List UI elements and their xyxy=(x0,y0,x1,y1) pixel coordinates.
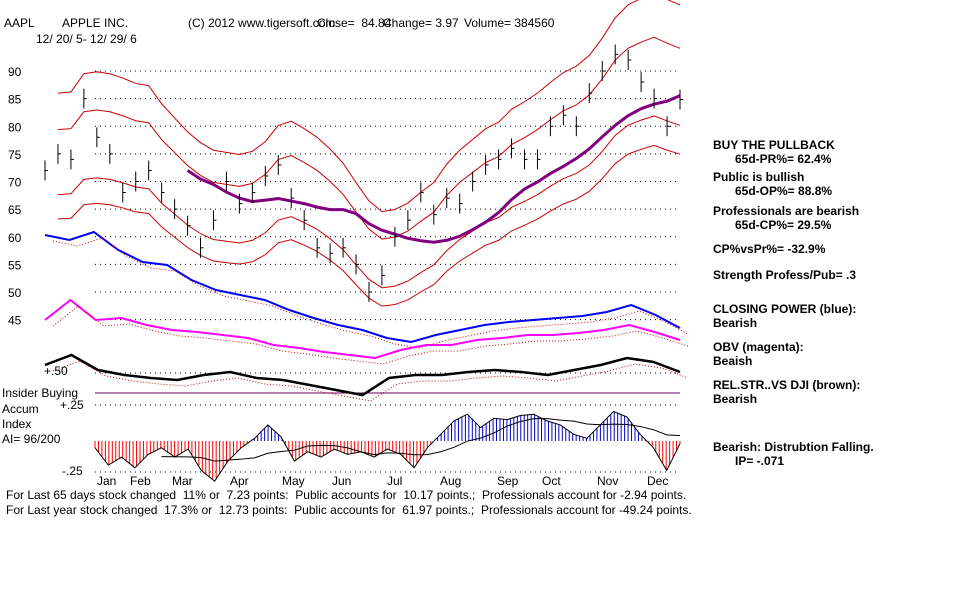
closing-power-line-ma xyxy=(52,237,689,349)
close-value: Close= 84.84 xyxy=(317,16,392,30)
x-tick-label: Aug xyxy=(440,474,461,488)
moving-average-line xyxy=(186,94,681,244)
y-tick-label: 45 xyxy=(8,314,22,328)
x-tick-label: Mar xyxy=(172,474,193,488)
panel-value: 65d-PR%= 62.4% xyxy=(735,152,832,166)
x-tick-label: Jun xyxy=(332,474,351,488)
panel-value: 65d-CP%= 29.5% xyxy=(735,218,832,232)
footer-line-65d: For Last 65 days stock changed 11% or 7.… xyxy=(6,488,687,502)
panel-value: IP= -.071 xyxy=(735,454,785,468)
panel-title: Bearish: Distrubtion Falling. xyxy=(713,440,874,454)
panel-title: REL.STR..VS DJI (brown): xyxy=(713,378,861,392)
panel-value: Bearish xyxy=(713,392,758,406)
rs-tick: +.50 xyxy=(44,364,68,378)
date-range: 12/ 20/ 5- 12/ 29/ 6 xyxy=(36,32,137,46)
insider-label: Insider Buying xyxy=(2,386,79,400)
y-tick-label: 65 xyxy=(8,203,22,217)
panel-value: Beaish xyxy=(713,354,753,368)
x-tick-label: Jul xyxy=(387,474,402,488)
copyright: (C) 2012 www.tigersoft.com xyxy=(188,16,336,30)
panel-title: CLOSING POWER (blue): xyxy=(713,302,857,316)
obv-line-ma xyxy=(52,305,689,365)
accum-plus-tick: +.25 xyxy=(60,398,84,412)
y-tick-label: 50 xyxy=(8,286,22,300)
ticker: AAPL xyxy=(4,16,35,30)
x-tick-label: Apr xyxy=(230,474,249,488)
x-tick-label: May xyxy=(282,474,305,488)
obv-line xyxy=(44,298,681,360)
panel-title: CP%vsPr%= -32.9% xyxy=(713,242,826,256)
lower-band xyxy=(57,115,681,289)
x-tick-label: Dec xyxy=(647,474,668,488)
accum-minus-tick: -.25 xyxy=(62,464,83,478)
index-label: Index xyxy=(2,417,32,431)
panel-title: Public is bullish xyxy=(713,170,805,184)
y-tick-label: 85 xyxy=(8,93,22,107)
y-tick-label: 75 xyxy=(8,148,22,162)
x-tick-label: Jan xyxy=(97,474,116,488)
accum-outline xyxy=(94,410,681,482)
panel-value: Bearish xyxy=(713,316,758,330)
panel-title: Professionals are bearish xyxy=(713,204,860,218)
y-tick-label: 90 xyxy=(8,65,22,79)
x-tick-label: Sep xyxy=(497,474,519,488)
upper-band xyxy=(57,36,681,240)
volume-value: Volume= 384560 xyxy=(464,16,555,30)
upper-band-outer xyxy=(57,0,681,213)
change-value: Change= 3.97 xyxy=(383,16,459,30)
ai-label: AI= 96/200 xyxy=(2,432,61,446)
company-name: APPLE INC. xyxy=(62,16,129,30)
x-tick-label: Oct xyxy=(542,474,561,488)
y-tick-label: 55 xyxy=(8,258,22,272)
accum-label: Accum xyxy=(2,402,39,416)
y-tick-label: 60 xyxy=(8,231,22,245)
x-tick-label: Nov xyxy=(597,474,618,488)
footer-line-year: For Last year stock changed 17.3% or 12.… xyxy=(6,503,692,517)
closing-power-line xyxy=(44,230,681,344)
panel-title: Strength Profess/Pub= .3 xyxy=(713,268,857,282)
accum-ma-line xyxy=(161,418,681,462)
y-tick-label: 80 xyxy=(8,120,22,134)
lower-band-outer xyxy=(57,144,681,307)
panel-title: BUY THE PULLBACK xyxy=(713,138,835,152)
x-tick-label: Feb xyxy=(130,474,151,488)
rel-str-line xyxy=(44,353,681,397)
panel-value: 65d-OP%= 88.8% xyxy=(735,184,833,198)
y-tick-label: 70 xyxy=(8,176,22,190)
panel-title: OBV (magenta): xyxy=(713,340,804,354)
